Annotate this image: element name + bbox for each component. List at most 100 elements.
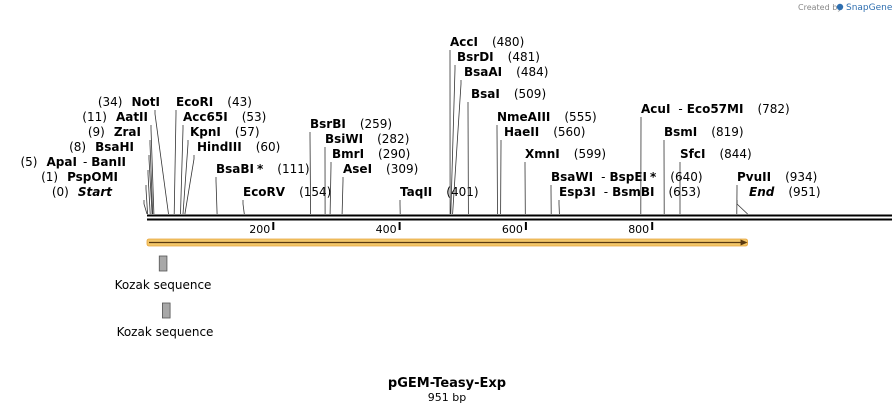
site-bsabi[interactable]: BsaBI * (111) [215, 162, 310, 215]
site-line-ecori [173, 110, 177, 215]
site-label-sfci: SfcI (844) [680, 147, 752, 161]
site-label-ecorv: EcoRV (154) [243, 185, 331, 199]
site-pos-acc65i: (53) [242, 110, 267, 124]
site-kpni[interactable]: KpnI (57) [182, 125, 260, 215]
site-pos-hindiii: (60) [256, 140, 281, 154]
site-label-bsabi: BsaBI * (111) [216, 162, 310, 176]
site-acui[interactable]: AcuI - Eco57MI (782) [640, 102, 790, 215]
site-line-bsabi [215, 177, 218, 215]
site-apai[interactable]: (5) ApaI - BanII [20, 155, 151, 215]
site-line-bsrdi [450, 65, 456, 215]
site-name-bsahi: BsaHI [95, 140, 134, 154]
feature-box-kozak-2[interactable] [162, 302, 171, 319]
site-label-acc65i: Acc65I (53) [183, 110, 266, 124]
site-line-noti [154, 110, 169, 215]
site-bmri[interactable]: BmrI (290) [329, 147, 410, 215]
site-line-asei [341, 177, 344, 215]
site-pos-apai: (5) [20, 155, 37, 169]
site-pos-bsabi: (111) [277, 162, 309, 176]
site-name-noti: NotI [132, 95, 161, 109]
site-label-taqii: TaqII (401) [400, 185, 479, 199]
site-bsai[interactable]: BsaI (509) [467, 87, 546, 215]
site-noti[interactable]: (34) NotI [98, 95, 169, 215]
site-name-haeii: HaeII [504, 125, 539, 139]
site-label-acui: AcuI - Eco57MI (782) [641, 102, 790, 116]
site-pos-bsiwi: (282) [377, 132, 409, 146]
site-name-zrai: ZraI [114, 125, 141, 139]
site-name-apai: ApaI [46, 155, 76, 169]
site-bsrdi[interactable]: BsrDI (481) [450, 50, 540, 215]
site-pvuii[interactable]: PvuII (934) [736, 170, 818, 215]
feature-box-kozak-1[interactable] [158, 255, 168, 272]
site-name-sfci: SfcI [680, 147, 705, 161]
site-asei[interactable]: AseI (309) [341, 162, 418, 215]
site-line-ecorv [242, 200, 245, 215]
tick-label-400: 400 [376, 223, 397, 236]
site-pos-bsrbi: (259) [360, 117, 392, 131]
site-line-pspomi [145, 185, 148, 215]
site-nmeaiii[interactable]: NmeAIII (555) [496, 110, 597, 215]
site-acc65i[interactable]: Acc65I (53) [180, 110, 267, 215]
site-pos-bsai: (509) [514, 87, 546, 101]
site-xmni[interactable]: XmnI (599) [524, 147, 606, 215]
site-bsmi[interactable]: BsmI (819) [663, 125, 744, 215]
orf-arrow[interactable] [146, 238, 748, 247]
site-aatii[interactable]: (11) AatII [82, 110, 155, 215]
tick-label-600: 600 [502, 223, 523, 236]
site-dash-esp3i: - [604, 185, 608, 199]
site-pos-noti: (34) [98, 95, 123, 109]
feature-kozak-2[interactable]: Kozak sequence [117, 302, 214, 339]
site-name-bsaai: BsaAI [464, 65, 502, 79]
site-bsiwi[interactable]: BsiWI (282) [324, 132, 409, 215]
site-pos-bsaai: (484) [516, 65, 548, 79]
site-line-zrai [149, 140, 154, 215]
site-pos-bsrdi: (481) [508, 50, 540, 64]
site-label-start: (0) Start [52, 185, 113, 199]
site-name-hindiii: HindIII [197, 140, 242, 154]
site-pos-bsawi: (640) [670, 170, 702, 184]
site-line-end [736, 200, 748, 215]
site-name-bsabi: BsaBI [216, 162, 254, 176]
site-zrai[interactable]: (9) ZraI [88, 125, 154, 215]
ruler-ticks: 200 400 600 800 [249, 222, 654, 236]
site-line-bsrbi [309, 132, 311, 215]
site-pos-xmni: (599) [574, 147, 606, 161]
site-pos-haeii: (560) [553, 125, 585, 139]
site-bsaai[interactable]: BsaAI (484) [452, 65, 549, 215]
site-label-asei: AseI (309) [343, 162, 418, 176]
site-taqii[interactable]: TaqII (401) [399, 185, 479, 215]
site-bsahi[interactable]: (8) BsaHI [69, 140, 153, 215]
site-ecorv[interactable]: EcoRV (154) [242, 185, 331, 215]
site-label-acci: AccI (480) [450, 35, 524, 49]
site-dash-apai: - [83, 155, 87, 169]
site-ecori[interactable]: EcoRI (43) [173, 95, 252, 215]
site-end[interactable]: End (951) [736, 185, 821, 215]
restriction-sites: (0) Start(1) PspOMI(5) ApaI - BanII(8) BsaHI(9… [20, 35, 821, 215]
site-alt-esp3i: BsmBI [612, 185, 654, 199]
site-name-bsai: BsaI [471, 87, 500, 101]
site-pos-zrai: (9) [88, 125, 105, 139]
site-pos-pspomi: (1) [41, 170, 58, 184]
site-sfci[interactable]: SfcI (844) [679, 147, 752, 214]
site-label-kpni: KpnI (57) [190, 125, 260, 139]
site-label-hindiii: HindIII (60) [197, 140, 280, 154]
site-name-esp3i: Esp3I [559, 185, 596, 199]
feature-label-kozak-1: Kozak sequence [115, 278, 212, 292]
site-name-acui: AcuI [641, 102, 670, 116]
site-hindiii[interactable]: HindIII (60) [184, 140, 280, 215]
tick-label-800: 800 [628, 223, 649, 236]
site-name-pspomi: PspOMI [67, 170, 118, 184]
feature-kozak-1[interactable]: Kozak sequence [115, 255, 212, 292]
site-label-nmeaiii: NmeAIII (555) [497, 110, 597, 124]
site-alt-star-bsawi: * [650, 170, 657, 184]
site-esp3i[interactable]: Esp3I - BsmBI (653) [558, 185, 701, 215]
site-haeii[interactable]: HaeII (560) [500, 125, 586, 215]
site-pspomi[interactable]: (1) PspOMI [41, 170, 148, 215]
site-start[interactable]: (0) Start [52, 185, 148, 215]
plasmid-length: 951 bp [428, 391, 466, 404]
features: Kozak sequence Kozak sequence [115, 255, 214, 339]
site-acci[interactable]: AccI (480) [449, 35, 524, 215]
site-label-xmni: XmnI (599) [525, 147, 606, 161]
site-bsrbi[interactable]: BsrBI (259) [309, 117, 392, 215]
site-bsawi[interactable]: BsaWI - BspEI * (640) [550, 170, 703, 215]
